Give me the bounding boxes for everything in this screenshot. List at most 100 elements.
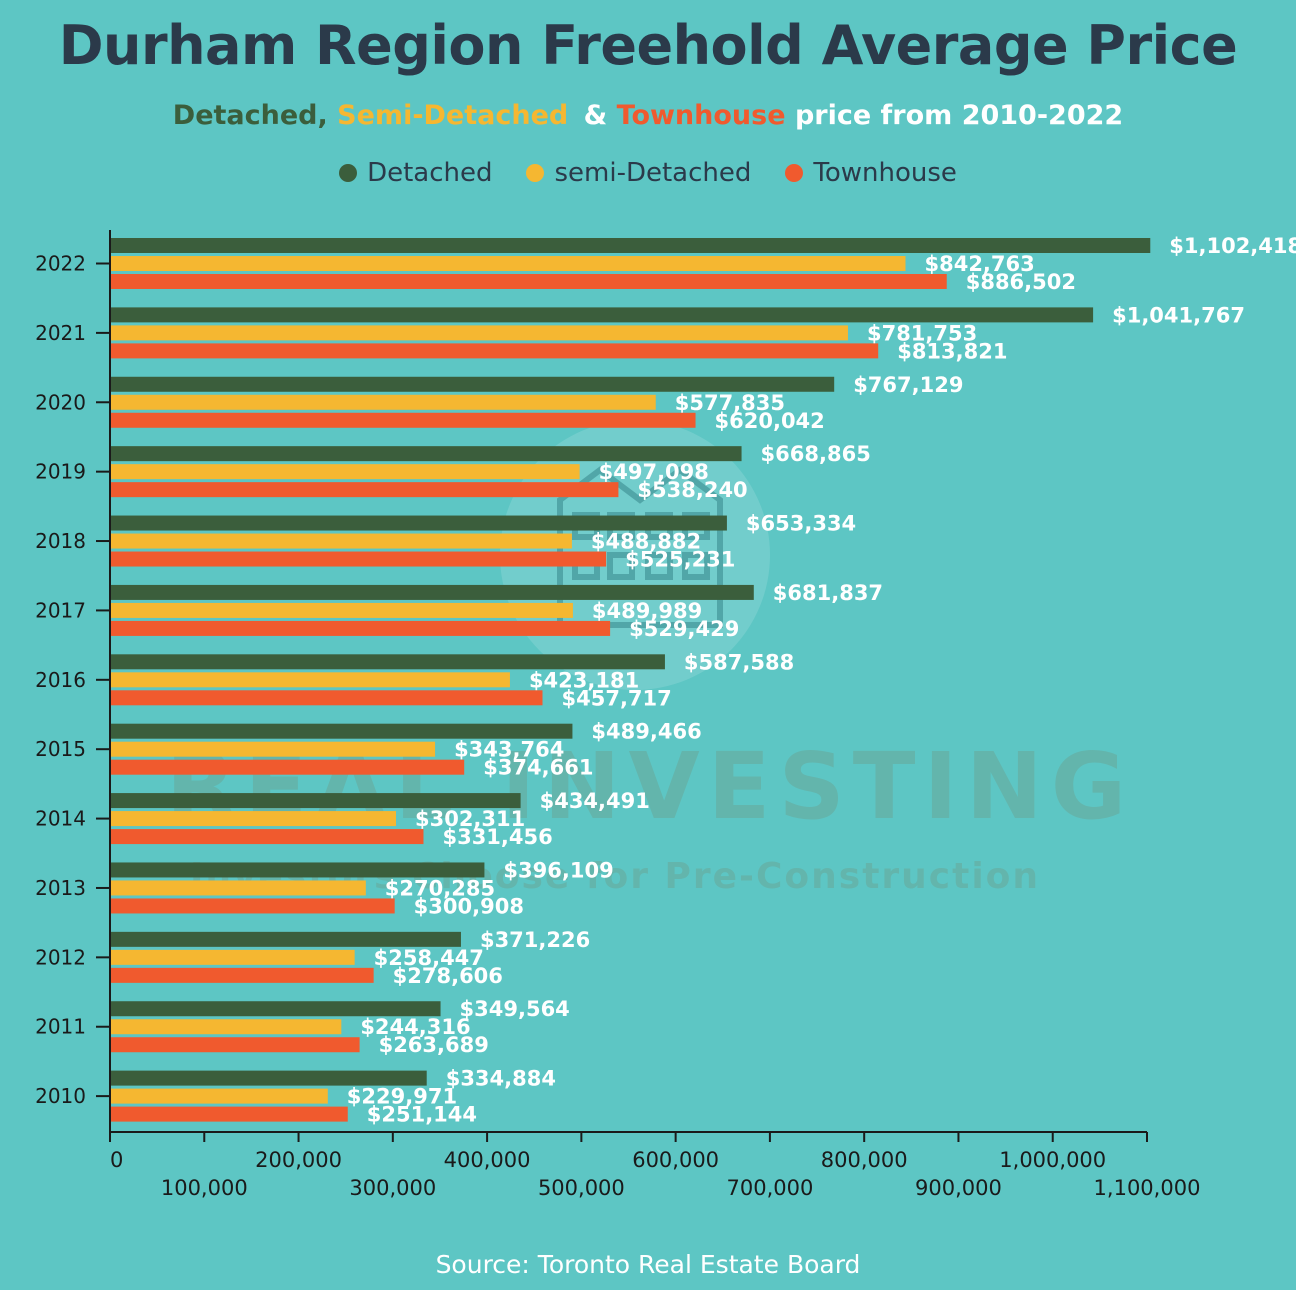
x-tick-label: 0: [110, 1148, 123, 1172]
bar-detached: [111, 862, 485, 878]
bar-semi-detached: [111, 741, 436, 757]
bar-detached: [111, 238, 1151, 253]
y-tick-label: 2013: [35, 876, 86, 900]
y-tick-label: 2019: [35, 460, 86, 484]
x-tick-label: 800,000: [821, 1148, 908, 1172]
x-tick-label: 700,000: [726, 1176, 813, 1200]
data-label-detached: $681,837: [773, 581, 883, 605]
data-label-detached: $767,129: [853, 373, 963, 397]
data-label-townhouse: $278,606: [393, 964, 503, 988]
x-tick-label: 600,000: [632, 1148, 719, 1172]
data-label-townhouse: $457,717: [562, 686, 672, 710]
bar-semi-detached: [111, 533, 572, 549]
bar-detached: [111, 654, 665, 670]
data-label-semi-detached: $497,098: [599, 460, 709, 484]
bar-detached: [111, 1070, 427, 1086]
data-label-townhouse: $374,661: [483, 756, 593, 780]
bar-semi-detached: [111, 1019, 342, 1035]
legend-item-semi: semi-Detached: [526, 158, 751, 188]
bar-detached: [111, 584, 754, 600]
y-tick-label: 2012: [35, 945, 86, 969]
subtitle-amp: &: [583, 100, 608, 131]
legend-label-detached: Detached: [367, 158, 493, 188]
data-label-detached: $653,334: [746, 512, 856, 536]
y-tick-label: 2016: [35, 668, 86, 692]
data-label-semi-detached: $781,753: [867, 321, 977, 345]
bar-townhouse: [111, 759, 465, 775]
bar-semi-detached: [111, 325, 848, 341]
data-label-semi-detached: $229,971: [347, 1085, 457, 1109]
legend-label-townhouse: Townhouse: [813, 158, 957, 188]
data-label-townhouse: $525,231: [625, 548, 735, 572]
data-label-townhouse: $538,240: [637, 478, 747, 502]
data-label-detached: $587,588: [684, 650, 794, 674]
bar-townhouse: [111, 829, 424, 845]
data-label-townhouse: $251,144: [367, 1103, 477, 1127]
chart-subtitle: Detached, Semi-Detached & Townhouse pric…: [0, 100, 1296, 131]
data-label-detached: $334,884: [446, 1067, 556, 1091]
chart-title: Durham Region Freehold Average Price: [58, 14, 1238, 77]
data-label-semi-detached: $423,181: [529, 668, 639, 692]
bar-semi-detached: [111, 394, 656, 410]
data-label-semi-detached: $258,447: [374, 946, 484, 970]
data-label-semi-detached: $270,285: [385, 876, 495, 900]
bar-semi-detached: [111, 602, 573, 618]
bar-detached: [111, 515, 727, 531]
y-tick-label: 2010: [35, 1084, 86, 1108]
bar-semi-detached: [111, 464, 580, 480]
data-label-semi-detached: $489,989: [592, 599, 702, 623]
data-label-semi-detached: $244,316: [360, 1015, 470, 1039]
bar-detached: [111, 793, 521, 809]
data-label-detached: $371,226: [480, 928, 590, 952]
data-label-semi-detached: $488,882: [591, 530, 701, 554]
data-label-detached: $434,491: [540, 789, 650, 813]
legend-dot-semi: [526, 164, 545, 182]
data-label-townhouse: $620,042: [715, 409, 825, 433]
bar-townhouse: [111, 620, 611, 636]
bar-semi-detached: [111, 880, 366, 896]
subtitle-detached: Detached,: [172, 100, 328, 131]
data-label-detached: $489,466: [591, 720, 701, 744]
data-label-semi-detached: $842,763: [924, 252, 1034, 276]
x-tick-label: 100,000: [161, 1176, 248, 1200]
bar-townhouse: [111, 482, 619, 498]
bar-detached: [111, 1001, 441, 1017]
chart-legend: Detached semi-Detached Townhouse: [0, 158, 1296, 188]
bar-detached: [111, 446, 742, 462]
bar-detached: [111, 723, 573, 739]
data-label-detached: $1,102,418: [1169, 234, 1296, 258]
y-tick-label: 2020: [35, 390, 86, 414]
bar-townhouse: [111, 274, 947, 289]
bar-detached: [111, 307, 1094, 323]
bar-townhouse: [111, 1106, 348, 1122]
data-label-townhouse: $331,456: [442, 825, 552, 849]
subtitle-rest: price from 2010-2022: [794, 100, 1124, 131]
bar-townhouse: [111, 1037, 360, 1053]
legend-item-townhouse: Townhouse: [785, 158, 957, 188]
data-label-detached: $668,865: [761, 442, 871, 466]
y-tick-label: 2017: [35, 598, 86, 622]
x-tick-label: 300,000: [349, 1176, 436, 1200]
x-tick-label: 500,000: [538, 1176, 625, 1200]
legend-label-semi: semi-Detached: [554, 158, 752, 188]
subtitle-townhouse: Townhouse: [616, 100, 786, 131]
bar-townhouse: [111, 343, 879, 359]
data-label-townhouse: $300,908: [414, 894, 524, 918]
data-label-townhouse: $529,429: [629, 617, 739, 641]
bar-semi-detached: [111, 1088, 328, 1104]
bar-semi-detached: [111, 256, 906, 271]
x-tick-label: 1,100,000: [1094, 1176, 1201, 1200]
bar-townhouse: [111, 898, 395, 914]
legend-dot-townhouse: [785, 164, 804, 182]
data-label-townhouse: $886,502: [966, 270, 1076, 294]
y-tick-label: 2022: [35, 252, 86, 276]
x-tick-label: 200,000: [255, 1148, 342, 1172]
bar-semi-detached: [111, 811, 396, 827]
bar-townhouse: [111, 690, 543, 706]
data-label-detached: $349,564: [460, 997, 570, 1021]
y-tick-label: 2011: [35, 1015, 86, 1039]
bar-semi-detached: [111, 672, 510, 688]
x-tick-label: 400,000: [444, 1148, 531, 1172]
data-label-semi-detached: $577,835: [675, 391, 785, 415]
